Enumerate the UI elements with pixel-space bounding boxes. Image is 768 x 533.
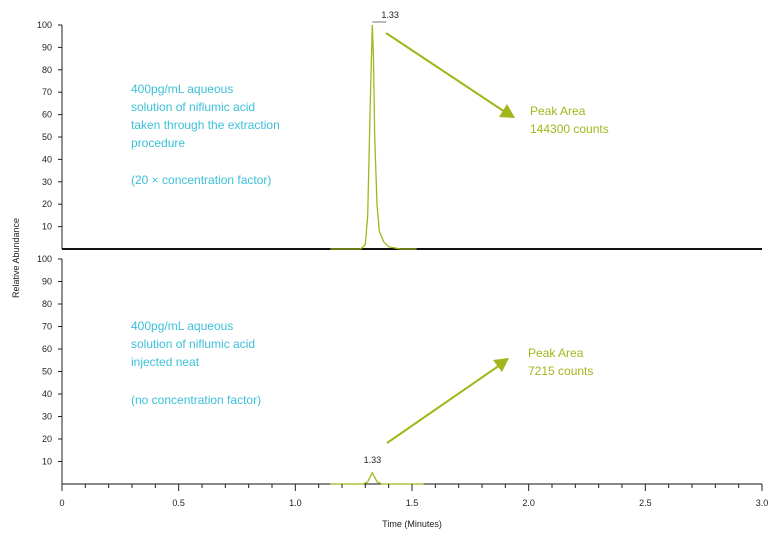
- bottom-y-tick-label: 50: [42, 367, 52, 377]
- bottom-y-tick-label: 90: [42, 277, 52, 287]
- bottom-y-tick-label: 100: [37, 254, 52, 264]
- bottom-annotation-line-2: solution of niflumic acid: [131, 337, 255, 351]
- bottom-arrow-line: [386, 364, 501, 444]
- x-tick-label: 0.5: [172, 498, 185, 508]
- x-axis-title: Time (Minutes): [382, 519, 442, 529]
- top-y-tick-label: 50: [42, 132, 52, 142]
- top-annotation-line-5: (20 × concentration factor): [131, 173, 271, 187]
- x-tick-label: 2.0: [522, 498, 535, 508]
- top-annotation-line-1: 400pg/mL aqueous: [131, 82, 233, 96]
- bottom-y-tick-label: 70: [42, 322, 52, 332]
- bottom-peak-area-value: 7215 counts: [528, 364, 593, 378]
- top-y-tick-label: 80: [42, 65, 52, 75]
- top-peak-area-title: Peak Area: [530, 104, 586, 118]
- x-tick-label: 2.5: [639, 498, 652, 508]
- top-y-tick-label: 10: [42, 222, 52, 232]
- top-chromatogram-trace: [330, 24, 417, 250]
- bottom-annotation-line-3: injected neat: [131, 355, 200, 369]
- bottom-y-tick-label: 60: [42, 344, 52, 354]
- top-y-tick-label: 40: [42, 154, 52, 164]
- top-peak-label: 1.33: [381, 10, 399, 20]
- bottom-y-tick-label: 10: [42, 457, 52, 467]
- bottom-y-tick-label: 30: [42, 412, 52, 422]
- bottom-annotation-line-1: 400pg/mL aqueous: [131, 319, 233, 333]
- bottom-peak-area-title: Peak Area: [528, 346, 584, 360]
- top-y-tick-label: 100: [37, 20, 52, 30]
- top-y-tick-label: 60: [42, 110, 52, 120]
- top-y-tick-label: 90: [42, 42, 52, 52]
- top-annotation-line-4: procedure: [131, 136, 185, 150]
- top-y-tick-label: 70: [42, 87, 52, 97]
- x-tick-label: 1.5: [406, 498, 419, 508]
- top-annotation-line-2: solution of niflumic acid: [131, 100, 255, 114]
- top-arrow-head: [499, 104, 515, 118]
- bottom-annotation-line-4: (no concentration factor): [131, 393, 261, 407]
- bottom-arrow-head: [493, 358, 509, 372]
- x-tick-label: 1.0: [289, 498, 302, 508]
- top-arrow-line: [385, 32, 506, 113]
- bottom-y-tick-label: 80: [42, 299, 52, 309]
- bottom-y-tick-label: 40: [42, 389, 52, 399]
- x-tick-label: 3.0: [756, 498, 768, 508]
- bottom-peak-label: 1.33: [364, 455, 382, 465]
- y-axis-title: Relative Abundance: [11, 218, 21, 298]
- top-peak-area-value: 144300 counts: [530, 122, 609, 136]
- x-tick-label: 0: [59, 498, 64, 508]
- bottom-y-tick-label: 20: [42, 434, 52, 444]
- bottom-chromatogram-trace: [330, 471, 424, 485]
- top-y-tick-label: 20: [42, 199, 52, 209]
- top-y-tick-label: 30: [42, 177, 52, 187]
- top-annotation-line-3: taken through the extraction: [131, 118, 280, 132]
